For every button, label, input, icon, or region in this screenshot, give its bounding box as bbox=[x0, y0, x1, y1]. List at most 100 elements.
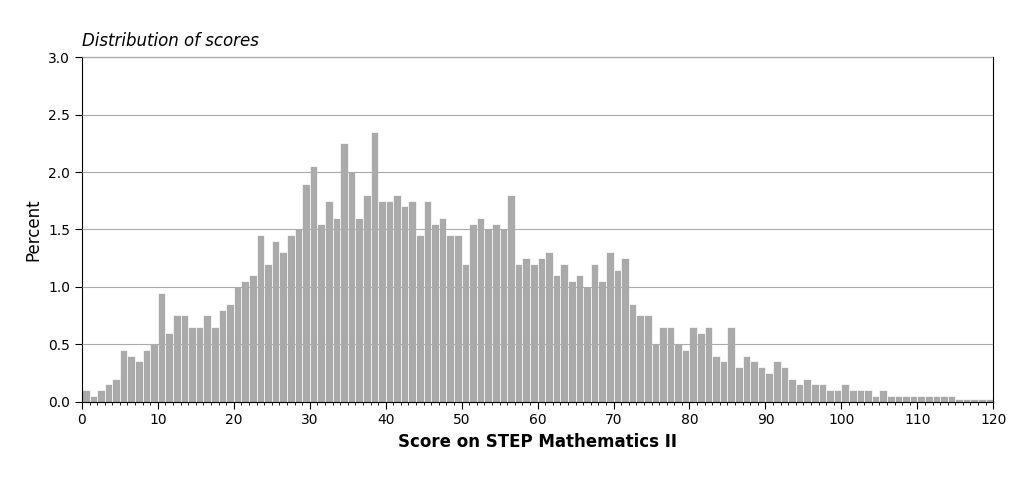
Bar bbox=[333, 218, 340, 402]
Bar bbox=[788, 379, 796, 402]
Bar bbox=[287, 235, 295, 402]
Bar bbox=[242, 281, 249, 402]
Bar bbox=[636, 315, 644, 402]
Bar bbox=[773, 361, 780, 402]
Bar bbox=[507, 195, 515, 402]
Bar bbox=[720, 361, 727, 402]
Bar bbox=[834, 390, 842, 402]
Bar bbox=[317, 224, 325, 402]
Bar bbox=[89, 396, 97, 402]
Text: Distribution of scores: Distribution of scores bbox=[82, 32, 259, 50]
Bar bbox=[211, 327, 219, 402]
Bar bbox=[856, 390, 864, 402]
Bar bbox=[416, 235, 424, 402]
Bar bbox=[955, 399, 963, 402]
Bar bbox=[689, 327, 697, 402]
Bar bbox=[355, 218, 362, 402]
Bar bbox=[196, 327, 204, 402]
Bar bbox=[233, 287, 242, 402]
Bar bbox=[765, 373, 773, 402]
Bar bbox=[515, 264, 522, 402]
Bar bbox=[401, 206, 409, 402]
Bar bbox=[325, 201, 333, 402]
Bar bbox=[446, 235, 454, 402]
Bar bbox=[545, 252, 553, 402]
Bar bbox=[378, 201, 386, 402]
Bar bbox=[880, 390, 887, 402]
Bar bbox=[477, 218, 484, 402]
Bar bbox=[918, 396, 925, 402]
Bar bbox=[127, 356, 135, 402]
Bar bbox=[751, 361, 758, 402]
Bar bbox=[271, 241, 280, 402]
Bar bbox=[575, 275, 584, 402]
Bar bbox=[226, 304, 233, 402]
Bar bbox=[758, 367, 765, 402]
Bar bbox=[469, 224, 477, 402]
Bar bbox=[727, 327, 735, 402]
Bar bbox=[249, 275, 257, 402]
Bar bbox=[113, 379, 120, 402]
Bar bbox=[309, 166, 317, 402]
Bar bbox=[295, 229, 302, 402]
Bar bbox=[135, 361, 142, 402]
Bar bbox=[553, 275, 560, 402]
Bar bbox=[158, 293, 166, 402]
Bar bbox=[963, 399, 971, 402]
Bar bbox=[978, 399, 986, 402]
Bar bbox=[811, 384, 818, 402]
Bar bbox=[925, 396, 933, 402]
Bar bbox=[887, 396, 895, 402]
Bar bbox=[82, 390, 89, 402]
Bar bbox=[348, 172, 355, 402]
Bar bbox=[104, 384, 113, 402]
Bar bbox=[780, 367, 788, 402]
Bar bbox=[651, 344, 659, 402]
Bar bbox=[644, 315, 651, 402]
Bar bbox=[530, 264, 538, 402]
Bar bbox=[674, 344, 682, 402]
Bar bbox=[971, 399, 978, 402]
Bar bbox=[933, 396, 940, 402]
Bar bbox=[454, 235, 462, 402]
Bar bbox=[538, 258, 545, 402]
Bar bbox=[598, 281, 606, 402]
Bar bbox=[864, 390, 871, 402]
Bar bbox=[462, 264, 469, 402]
Bar bbox=[895, 396, 902, 402]
Bar bbox=[188, 327, 196, 402]
Bar bbox=[871, 396, 880, 402]
Bar bbox=[902, 396, 909, 402]
Bar bbox=[568, 281, 575, 402]
Bar bbox=[393, 195, 401, 402]
Bar bbox=[940, 396, 948, 402]
Y-axis label: Percent: Percent bbox=[25, 198, 43, 261]
Bar bbox=[818, 384, 826, 402]
Bar bbox=[219, 310, 226, 402]
Bar bbox=[97, 390, 104, 402]
Bar bbox=[142, 350, 151, 402]
Bar bbox=[424, 201, 431, 402]
Bar bbox=[371, 132, 378, 402]
Bar bbox=[948, 396, 955, 402]
Bar bbox=[591, 264, 598, 402]
Bar bbox=[120, 350, 128, 402]
Bar bbox=[909, 396, 918, 402]
Bar bbox=[173, 315, 180, 402]
Bar bbox=[280, 252, 287, 402]
Bar bbox=[340, 143, 348, 402]
Bar bbox=[613, 270, 622, 402]
Bar bbox=[166, 333, 173, 402]
Bar bbox=[439, 218, 446, 402]
Bar bbox=[204, 315, 211, 402]
Bar bbox=[386, 201, 393, 402]
Bar bbox=[257, 235, 264, 402]
Bar bbox=[264, 264, 271, 402]
Bar bbox=[409, 201, 416, 402]
Bar bbox=[697, 333, 705, 402]
Bar bbox=[484, 229, 493, 402]
Bar bbox=[606, 252, 613, 402]
Bar bbox=[622, 258, 629, 402]
Bar bbox=[667, 327, 674, 402]
Bar bbox=[629, 304, 636, 402]
